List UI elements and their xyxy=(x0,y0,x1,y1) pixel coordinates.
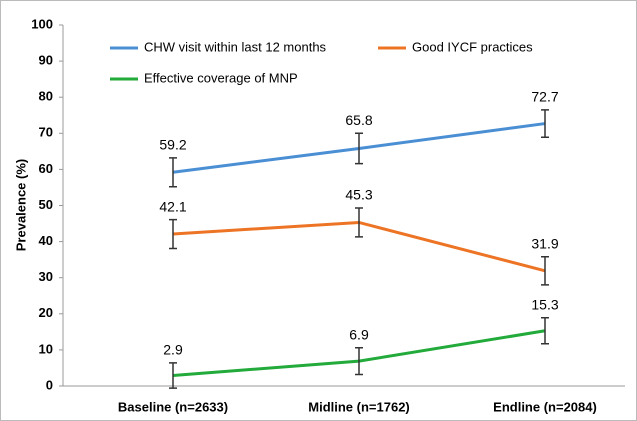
y-tick-label: 70 xyxy=(39,125,53,140)
error-bar xyxy=(355,207,363,238)
x-tick-label: Baseline (n=2633) xyxy=(118,399,228,414)
legend-label: Effective coverage of MNP xyxy=(144,70,298,85)
data-label: 42.1 xyxy=(159,198,186,214)
y-tick-label: 50 xyxy=(39,197,53,212)
data-label: 31.9 xyxy=(531,235,558,251)
y-tick-label: 10 xyxy=(39,341,53,356)
x-tick-label: Midline (n=1762) xyxy=(308,399,410,414)
data-label: 59.2 xyxy=(159,137,186,153)
y-tick-label: 100 xyxy=(31,16,53,31)
y-tick-label: 60 xyxy=(39,161,53,176)
data-label: 15.3 xyxy=(531,296,558,312)
y-tick-label: 30 xyxy=(39,269,53,284)
error-bar xyxy=(541,317,549,345)
error-bar xyxy=(169,157,177,188)
y-tick-label: 20 xyxy=(39,305,53,320)
error-bar xyxy=(541,109,549,139)
data-label: 72.7 xyxy=(531,89,558,105)
data-label: 45.3 xyxy=(345,187,372,203)
error-bar xyxy=(169,362,177,389)
x-tick-label: Endline (n=2084) xyxy=(493,399,597,414)
error-bar xyxy=(355,346,363,376)
y-tick-label: 80 xyxy=(39,89,53,104)
y-tick-label: 40 xyxy=(39,233,53,248)
legend-label: CHW visit within last 12 months xyxy=(144,39,327,54)
error-bar xyxy=(541,256,549,286)
error-bar xyxy=(355,132,363,165)
data-label: 65.8 xyxy=(345,112,372,128)
error-bar xyxy=(169,218,177,250)
data-label: 6.9 xyxy=(349,326,369,342)
y-axis-label: Prevalence (%) xyxy=(13,159,28,252)
legend-label: Good IYCF practices xyxy=(412,39,533,54)
y-tick-label: 0 xyxy=(46,377,53,392)
y-tick-label: 90 xyxy=(39,53,53,68)
data-label: 2.9 xyxy=(163,342,183,358)
